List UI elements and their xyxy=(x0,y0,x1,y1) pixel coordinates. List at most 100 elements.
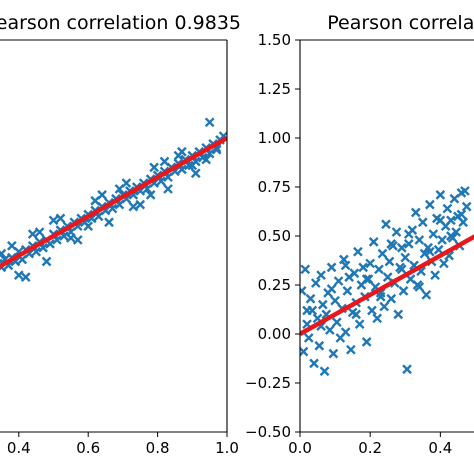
right-scatter-point xyxy=(358,262,369,273)
right-scatter-point xyxy=(414,282,425,292)
right-scatter-point xyxy=(384,256,395,267)
right-y-tick-label: 1.25 xyxy=(258,80,291,98)
right-scatter-point xyxy=(354,319,365,330)
left-scatter-point xyxy=(145,189,156,200)
right-scatter-point xyxy=(391,227,402,237)
right-scatter-point xyxy=(393,309,404,320)
right-scatter-point xyxy=(461,201,472,212)
right-scatter-point xyxy=(302,305,312,316)
right-scatter-point xyxy=(424,246,435,257)
left-scatter-point xyxy=(7,240,17,251)
right-scatter-point xyxy=(460,186,470,196)
right-scatter-point xyxy=(442,203,453,214)
right-scatter-point xyxy=(309,358,319,369)
right-scatter-point xyxy=(435,189,446,200)
right-scatter-point xyxy=(326,262,337,273)
right-scatter-point xyxy=(319,366,330,377)
right-scatter-point xyxy=(377,248,388,259)
right-scatter-point xyxy=(328,348,339,359)
right-scatter-point xyxy=(435,215,446,226)
right-scatter-point xyxy=(433,244,444,255)
left-scatter-point xyxy=(48,215,59,226)
right-scatter-point xyxy=(367,305,377,316)
right-y-tick-label: −0.25 xyxy=(245,374,291,392)
right-y-tick-label: 1.00 xyxy=(258,129,291,147)
right-scatter-point xyxy=(402,364,412,375)
right-scatter-point xyxy=(456,209,467,220)
right-scatter-point xyxy=(446,231,456,241)
right-data-layer xyxy=(300,186,474,377)
right-scatter-point xyxy=(424,199,435,210)
right-y-tick-label: 0.50 xyxy=(258,227,291,245)
right-scatter-point xyxy=(410,207,421,218)
right-scatter-point xyxy=(414,235,425,245)
left-scatter-point xyxy=(128,201,139,212)
right-chart-title: Pearson correlation xyxy=(327,12,474,34)
left-scatter-point xyxy=(55,213,66,224)
left-scatter-point xyxy=(149,162,159,173)
right-scatter-point xyxy=(340,327,351,337)
right-scatter-point xyxy=(333,276,344,286)
left-scatter-point xyxy=(173,150,184,161)
right-scatter-point xyxy=(310,278,321,288)
left-scatter-point xyxy=(163,184,173,194)
right-scatter-point xyxy=(361,274,372,284)
left-scatter-point xyxy=(34,227,45,237)
right-x-tick-label: 0.0 xyxy=(288,439,312,457)
left-x-tick-label: 1.0 xyxy=(215,439,239,457)
left-x-tick-label: 0.6 xyxy=(76,439,100,457)
right-scatter-point xyxy=(379,301,390,312)
left-x-tick-label: 0.4 xyxy=(7,439,31,457)
right-scatter-point xyxy=(398,286,409,296)
left-scatter-point xyxy=(20,272,31,283)
right-scatter-point xyxy=(300,264,311,275)
right-scatter-point xyxy=(361,336,372,347)
right-scatter-point xyxy=(446,215,456,226)
right-scatter-point xyxy=(353,246,363,257)
right-scatter-point xyxy=(346,344,356,355)
left-chart-title: Pearson correlation 0.9835 xyxy=(0,12,241,34)
right-scatter-point xyxy=(419,248,430,259)
right-scatter-point xyxy=(317,299,328,310)
left-x-tick-label: 0.8 xyxy=(146,439,170,457)
right-scatter-point xyxy=(381,219,391,230)
right-scatter-point xyxy=(421,289,432,300)
right-scatter-point xyxy=(331,317,342,328)
left-scatter-point xyxy=(0,248,7,259)
right-chart: 0.0 0.2 0.4 1.50 1.25 1.00 0.75 0.50 0.25 0.00 −0.… xyxy=(245,31,474,457)
right-y-tick-label: 0.25 xyxy=(258,276,291,294)
right-scatter-point xyxy=(430,270,440,281)
right-scatter-point xyxy=(300,286,307,296)
right-scatter-point xyxy=(375,291,386,302)
right-scatter-point xyxy=(386,293,397,304)
left-scatter-point xyxy=(135,199,146,210)
left-scatter-point xyxy=(41,256,52,267)
left-scatter-point xyxy=(201,154,212,165)
right-scatter-point xyxy=(437,235,447,245)
left-scatter-point xyxy=(13,270,24,281)
right-scatter-point xyxy=(340,260,351,271)
right-scatter-point xyxy=(439,258,449,269)
right-scatter-point xyxy=(349,268,360,279)
left-chart: 0.4 0.6 0.8 1.0 xyxy=(0,39,239,457)
left-axes-frame xyxy=(0,39,228,433)
right-scatter-point xyxy=(330,295,340,306)
right-scatter-point xyxy=(326,284,337,294)
right-scatter-point xyxy=(417,217,428,228)
left-scatter-point xyxy=(159,156,170,167)
plot-area: 0.4 0.6 0.8 1.0 0.0 0.2 0.4 1.50 1.25 1.00 0.75 0.5… xyxy=(0,31,474,457)
right-scatter-point xyxy=(372,313,383,324)
right-scatter-point xyxy=(386,238,397,249)
right-y-tick-label: 1.50 xyxy=(258,31,291,49)
right-scatter-point xyxy=(363,274,374,284)
right-x-tick-label: 0.4 xyxy=(428,439,452,457)
right-scatter-point xyxy=(303,333,314,343)
left-scatter-point xyxy=(83,221,94,232)
right-scatter-point xyxy=(351,309,361,320)
right-scatter-point xyxy=(400,252,411,263)
right-y-tick-label: −0.50 xyxy=(245,423,291,441)
right-scatter-point xyxy=(365,258,376,269)
left-scatter-point xyxy=(66,233,76,243)
left-scatter-point xyxy=(104,217,114,228)
